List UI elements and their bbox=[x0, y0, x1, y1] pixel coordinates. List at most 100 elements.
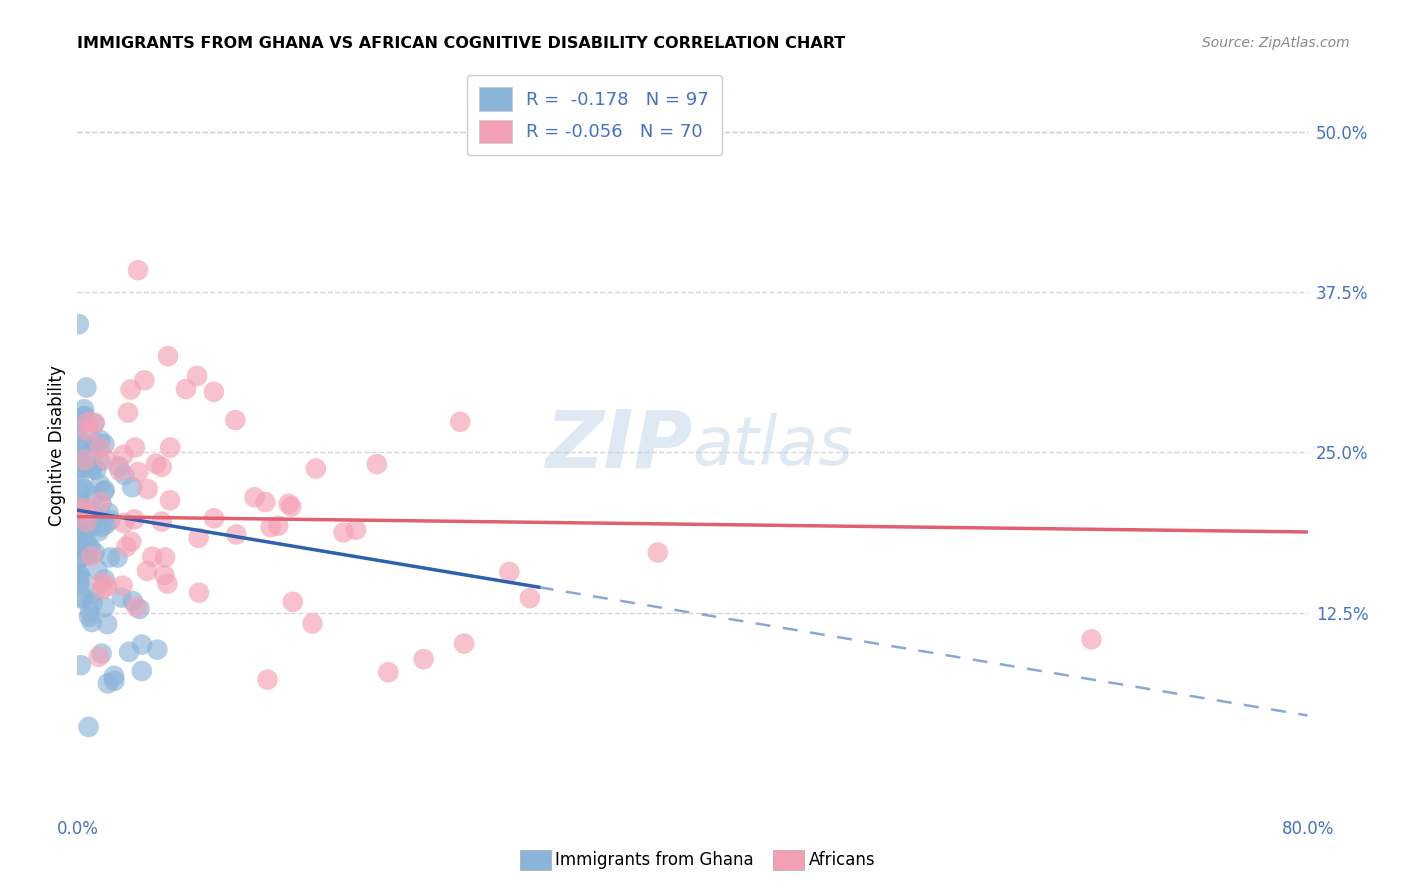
Point bbox=[141, 549, 163, 564]
Point bbox=[277, 497, 299, 511]
Point bbox=[98, 513, 121, 527]
Point bbox=[70, 498, 93, 512]
Point bbox=[267, 518, 290, 533]
Point bbox=[96, 617, 118, 632]
Point bbox=[93, 599, 115, 614]
Y-axis label: Cognitive Disability: Cognitive Disability bbox=[48, 366, 66, 526]
Point bbox=[69, 433, 91, 447]
Point bbox=[97, 676, 120, 690]
Point bbox=[77, 548, 100, 562]
Text: atlas: atlas bbox=[693, 413, 853, 479]
Point bbox=[80, 462, 103, 476]
Point bbox=[89, 477, 111, 491]
Point bbox=[124, 512, 146, 526]
Point bbox=[69, 460, 91, 475]
Point bbox=[75, 505, 97, 519]
Point bbox=[67, 526, 90, 541]
Point bbox=[145, 457, 167, 471]
Point bbox=[157, 349, 180, 363]
Point bbox=[153, 550, 176, 565]
Point bbox=[67, 451, 90, 466]
Point bbox=[98, 550, 121, 565]
Point bbox=[75, 539, 97, 553]
Point bbox=[76, 538, 98, 552]
Point bbox=[70, 483, 93, 497]
Point bbox=[84, 435, 107, 450]
Point bbox=[519, 591, 541, 606]
Point bbox=[366, 457, 388, 471]
Point bbox=[90, 574, 112, 589]
Point bbox=[117, 406, 139, 420]
Point bbox=[243, 490, 266, 504]
Text: Source: ZipAtlas.com: Source: ZipAtlas.com bbox=[1202, 36, 1350, 50]
Point bbox=[72, 439, 94, 453]
Point bbox=[87, 524, 110, 539]
Point bbox=[70, 479, 93, 493]
Point bbox=[73, 456, 96, 470]
Point bbox=[67, 462, 90, 476]
Point bbox=[91, 582, 114, 597]
Point bbox=[103, 669, 125, 683]
Point bbox=[72, 500, 94, 515]
Point bbox=[83, 490, 105, 504]
Point bbox=[202, 511, 225, 525]
Point bbox=[449, 415, 471, 429]
Text: Africans: Africans bbox=[808, 851, 875, 869]
Point bbox=[259, 520, 281, 534]
Point bbox=[69, 516, 91, 531]
Point bbox=[174, 382, 197, 396]
Point bbox=[89, 495, 111, 509]
Point bbox=[93, 437, 115, 451]
Point bbox=[256, 673, 278, 687]
Point bbox=[73, 409, 96, 423]
Legend: R =  -0.178   N = 97, R = -0.056   N = 70: R = -0.178 N = 97, R = -0.056 N = 70 bbox=[467, 75, 721, 155]
Point bbox=[73, 402, 96, 417]
Point bbox=[188, 585, 211, 599]
Point bbox=[69, 500, 91, 515]
Point bbox=[90, 647, 112, 661]
Point bbox=[70, 415, 93, 429]
Point bbox=[125, 600, 148, 615]
Point bbox=[75, 380, 97, 394]
Point bbox=[82, 596, 104, 610]
Point bbox=[70, 591, 93, 606]
Point bbox=[120, 534, 142, 549]
Point bbox=[112, 516, 135, 530]
Point bbox=[70, 572, 93, 586]
Point bbox=[377, 665, 399, 680]
Point bbox=[225, 527, 247, 541]
Point bbox=[84, 463, 107, 477]
Point bbox=[498, 565, 520, 579]
Text: Immigrants from Ghana: Immigrants from Ghana bbox=[555, 851, 754, 869]
Point bbox=[122, 594, 145, 608]
Point bbox=[128, 602, 150, 616]
Point bbox=[301, 616, 323, 631]
Point bbox=[118, 645, 141, 659]
Point bbox=[67, 512, 90, 526]
Point bbox=[127, 465, 149, 479]
Point bbox=[131, 664, 153, 678]
Point bbox=[97, 506, 120, 520]
Point bbox=[103, 673, 125, 688]
Point bbox=[93, 484, 115, 499]
Point bbox=[67, 576, 90, 591]
Point bbox=[72, 457, 94, 471]
Point bbox=[150, 459, 173, 474]
Point bbox=[90, 519, 112, 533]
Point bbox=[73, 591, 96, 605]
Point bbox=[280, 500, 302, 514]
Point bbox=[67, 516, 90, 530]
Point bbox=[281, 595, 304, 609]
Point bbox=[67, 566, 90, 580]
Point bbox=[159, 493, 181, 508]
Point bbox=[76, 415, 98, 429]
Point bbox=[224, 413, 246, 427]
Point bbox=[80, 460, 103, 475]
Point bbox=[412, 652, 434, 666]
Point bbox=[94, 517, 117, 532]
Point bbox=[72, 550, 94, 565]
Point bbox=[96, 579, 118, 593]
Point bbox=[67, 317, 90, 331]
Point bbox=[67, 567, 90, 582]
Point bbox=[107, 550, 129, 565]
